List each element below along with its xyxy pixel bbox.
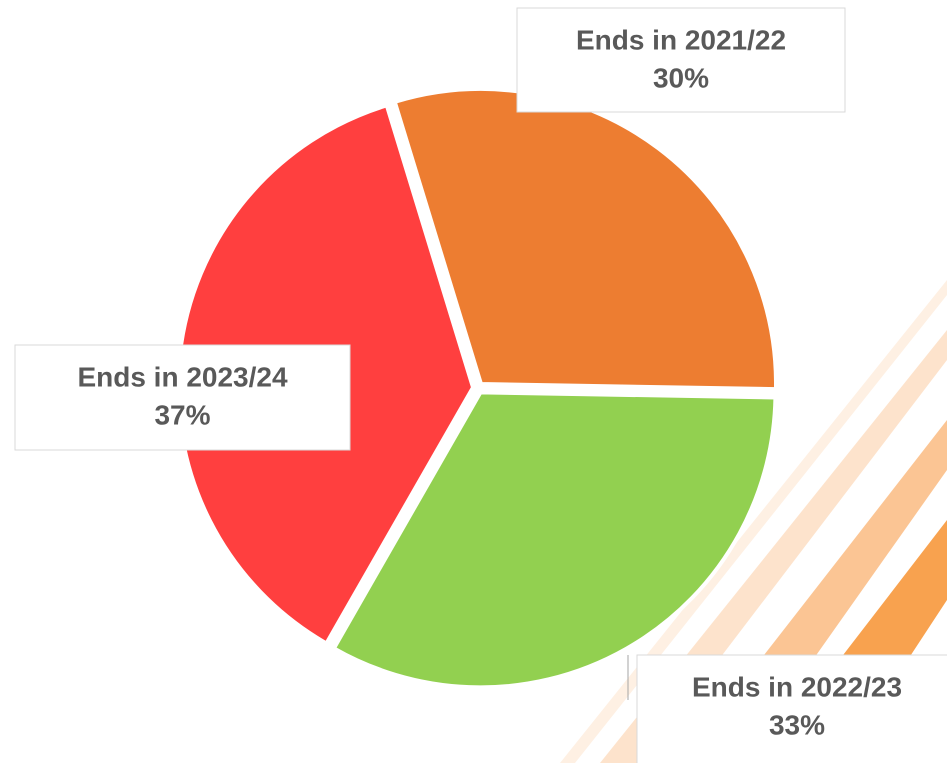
category-label: Ends in 2023/24 <box>77 361 288 392</box>
page: Ends in 2021/22 30% Ends in 2022/23 33% Ends… <box>0 0 947 763</box>
value-label: 37% <box>154 399 210 430</box>
value-label: 30% <box>653 62 709 93</box>
chart: Ends in 2021/22 30% Ends in 2022/23 33% Ends… <box>0 0 947 763</box>
category-label: Ends in 2022/23 <box>692 671 902 702</box>
value-label: 33% <box>769 709 825 740</box>
category-label: Ends in 2021/22 <box>576 24 786 55</box>
